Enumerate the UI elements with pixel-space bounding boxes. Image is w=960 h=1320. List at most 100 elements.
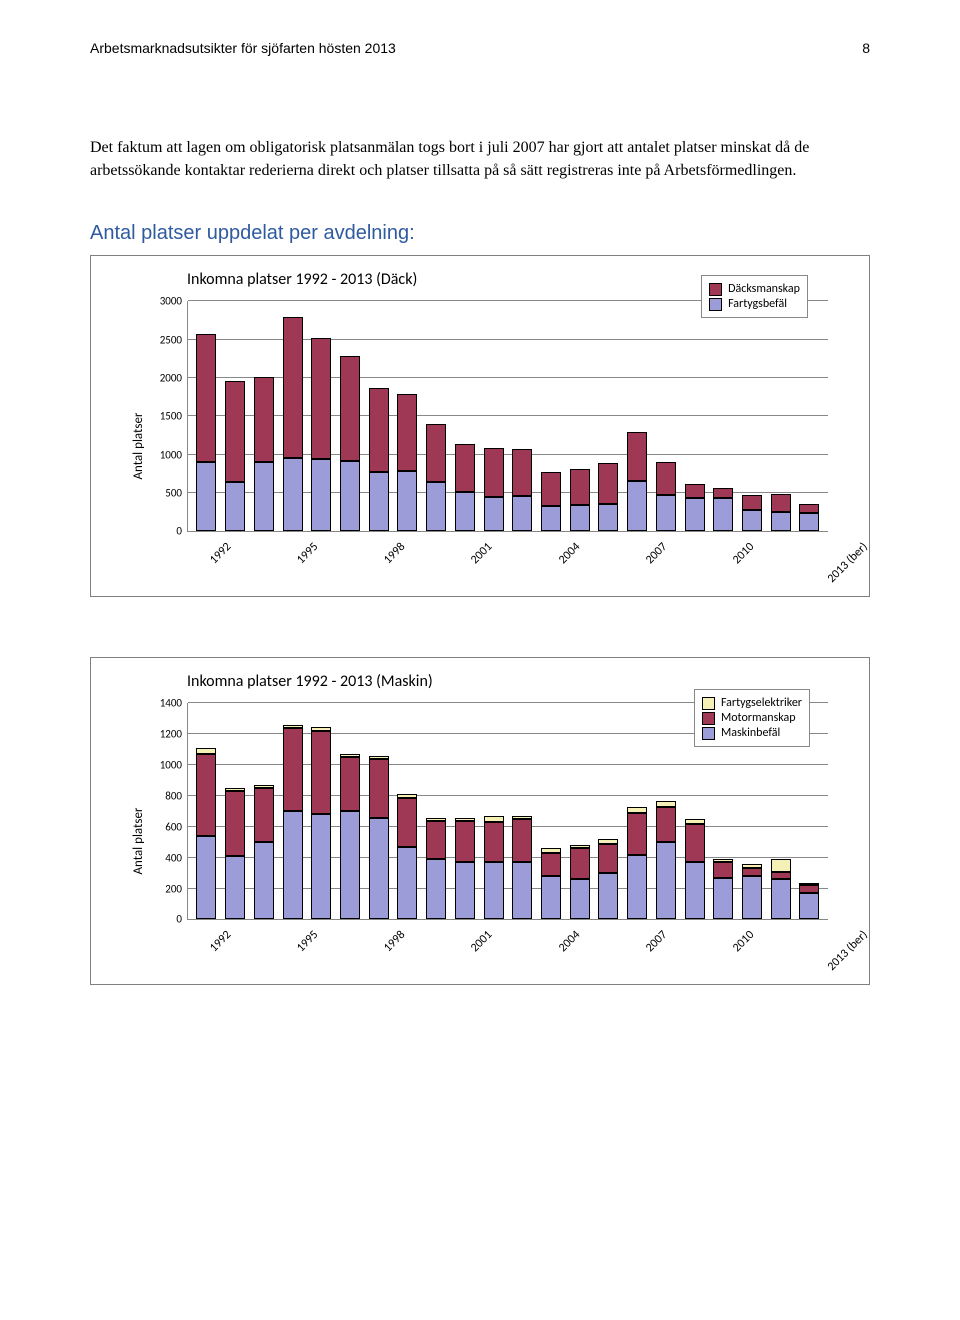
chart-machine: Inkomna platser 1992 - 2013 (Maskin) Ant… — [90, 657, 870, 985]
chart-bar-segment — [771, 879, 791, 919]
chart-bar-segment — [598, 504, 618, 532]
chart-bar-segment — [627, 481, 647, 532]
chart-ytick-label: 1200 — [160, 728, 182, 741]
chart-bar-segment — [196, 462, 216, 531]
chart-bar-stack — [570, 469, 590, 532]
chart-legend-label: Däcksmanskap — [728, 282, 800, 296]
chart-xtick-label: 1992 — [207, 928, 234, 955]
chart-bar-segment — [685, 862, 705, 919]
chart-ylabel: Antal platser — [131, 412, 146, 479]
chart-ytick-label: 1500 — [160, 410, 182, 423]
chart-bar-segment — [397, 847, 417, 920]
chart-bar-segment — [254, 377, 274, 462]
chart-bar-stack — [512, 449, 532, 532]
chart-bar-segment — [512, 862, 532, 919]
chart-bar-segment — [799, 885, 819, 893]
chart-ytick-label: 2000 — [160, 372, 182, 385]
chart-bar-stack — [541, 848, 561, 919]
chart-bar-segment — [512, 819, 532, 862]
chart-bar-segment — [742, 495, 762, 510]
chart-bar-segment — [512, 449, 532, 497]
chart-xtick-label: 2004 — [556, 928, 583, 955]
chart-bar-segment — [713, 498, 733, 531]
chart-bar-segment — [742, 868, 762, 876]
chart-ytick-label: 500 — [165, 487, 182, 500]
chart-bar-segment — [283, 317, 303, 458]
chart-bar-segment — [627, 813, 647, 855]
chart-bar-segment — [627, 432, 647, 481]
chart-bar-segment — [685, 824, 705, 863]
chart-bar-stack — [685, 484, 705, 532]
chart-legend-item: Motormanskap — [702, 711, 802, 725]
chart-bar-segment — [397, 471, 417, 532]
chart-bar-segment — [283, 728, 303, 811]
chart-bar-stack — [283, 725, 303, 919]
section-title: Antal platser uppdelat per avdelning: — [90, 222, 870, 245]
chart-bar-segment — [598, 844, 618, 873]
chart-xtick-label: 2010 — [730, 540, 757, 567]
chart-ytick-label: 1000 — [160, 448, 182, 461]
chart-ytick-label: 800 — [165, 789, 182, 802]
chart-bar-segment — [369, 388, 389, 472]
chart-bar-stack — [340, 356, 360, 532]
chart-bar-stack — [512, 816, 532, 919]
page-header: Arbetsmarknadsutsikter för sjöfarten hös… — [90, 40, 870, 56]
chart-bar-segment — [598, 463, 618, 504]
chart-bar-stack — [311, 338, 331, 531]
chart-bar-stack — [254, 377, 274, 531]
chart-xtick-label: 2007 — [643, 540, 670, 567]
chart-xtick-label: 2013 (ber) — [825, 540, 871, 586]
header-title: Arbetsmarknadsutsikter för sjöfarten hös… — [90, 40, 396, 56]
chart-xtick-label: 2001 — [468, 928, 495, 955]
chart-bar-segment — [598, 873, 618, 919]
chart-bar-stack — [455, 818, 475, 920]
chart-bar-stack — [570, 845, 590, 919]
chart-bar-segment — [426, 482, 446, 531]
chart-xtick-label: 2007 — [643, 928, 670, 955]
chart-legend-item: Däcksmanskap — [709, 282, 800, 296]
chart-bar-segment — [426, 821, 446, 860]
chart-bar-stack — [713, 859, 733, 919]
chart-legend-label: Motormanskap — [721, 711, 796, 725]
chart-legend-swatch — [709, 283, 722, 296]
chart-bar-segment — [799, 504, 819, 513]
chart-bar-segment — [369, 472, 389, 532]
chart-bar-segment — [225, 381, 245, 481]
chart-bar-stack — [771, 494, 791, 532]
chart-bar-stack — [656, 801, 676, 920]
chart-plot-area: 050010001500200025003000DäcksmanskapFart… — [187, 301, 828, 532]
chart-bar-segment — [311, 814, 331, 919]
chart-bar-segment — [283, 458, 303, 532]
chart-bar-segment — [225, 791, 245, 856]
chart-xtick-label: 2004 — [556, 540, 583, 567]
chart-xaxis: 19921995199820012004200720102013 (ber) — [187, 534, 827, 590]
body-paragraph: Det faktum att lagen om obligatorisk pla… — [90, 136, 870, 182]
chart-bar-segment — [541, 506, 561, 531]
chart-bar-segment — [455, 821, 475, 863]
chart-bar-segment — [656, 462, 676, 496]
chart-bar-stack — [196, 334, 216, 531]
chart-bar-stack — [771, 859, 791, 919]
chart-bar-stack — [254, 785, 274, 919]
chart-bar-segment — [311, 338, 331, 459]
chart-bar-stack — [484, 448, 504, 532]
chart-bar-segment — [426, 424, 446, 482]
chart-ytick-label: 0 — [176, 525, 182, 538]
chart-legend-label: Maskinbefäl — [721, 726, 780, 740]
chart-ytick-label: 1000 — [160, 759, 182, 772]
chart-bar-segment — [799, 893, 819, 919]
chart-bar-segment — [225, 856, 245, 919]
chart-bar-stack — [598, 839, 618, 919]
chart-legend-swatch — [709, 298, 722, 311]
chart-bar-segment — [484, 448, 504, 497]
chart-legend-label: Fartygsbefäl — [728, 297, 787, 311]
chart-xtick-label: 1998 — [381, 540, 408, 567]
chart-bar-stack — [426, 424, 446, 531]
chart-bar-segment — [713, 878, 733, 920]
chart-bar-stack — [541, 472, 561, 531]
chart-bar-stack — [426, 818, 446, 920]
chart-bar-stack — [742, 495, 762, 531]
chart-bar-stack — [283, 317, 303, 532]
chart-ytick-label: 600 — [165, 820, 182, 833]
header-page-number: 8 — [862, 40, 870, 56]
